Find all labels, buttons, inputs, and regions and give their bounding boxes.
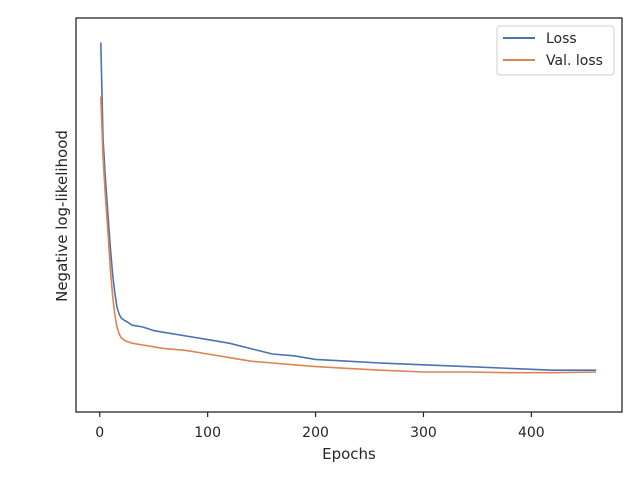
axes-frame <box>75 17 623 413</box>
x-axis-label: Epochs <box>322 445 376 463</box>
x-tick-label: 400 <box>518 425 545 441</box>
series-layer <box>100 42 597 374</box>
x-axis-ticks: 0 100 200 300 400 <box>95 412 545 441</box>
legend-label-loss: Loss <box>546 31 577 47</box>
x-tick-label: 0 <box>95 425 104 441</box>
legend: Loss Val. loss <box>496 25 615 76</box>
x-tick-label: 200 <box>302 425 329 441</box>
legend-label-val-loss: Val. loss <box>546 53 603 69</box>
x-tick-label: 100 <box>194 425 221 441</box>
series-line-loss <box>100 42 597 372</box>
y-axis-label: Negative log-likelihood <box>53 130 71 302</box>
x-tick-label: 300 <box>410 425 437 441</box>
series-line-val-loss <box>100 96 597 374</box>
